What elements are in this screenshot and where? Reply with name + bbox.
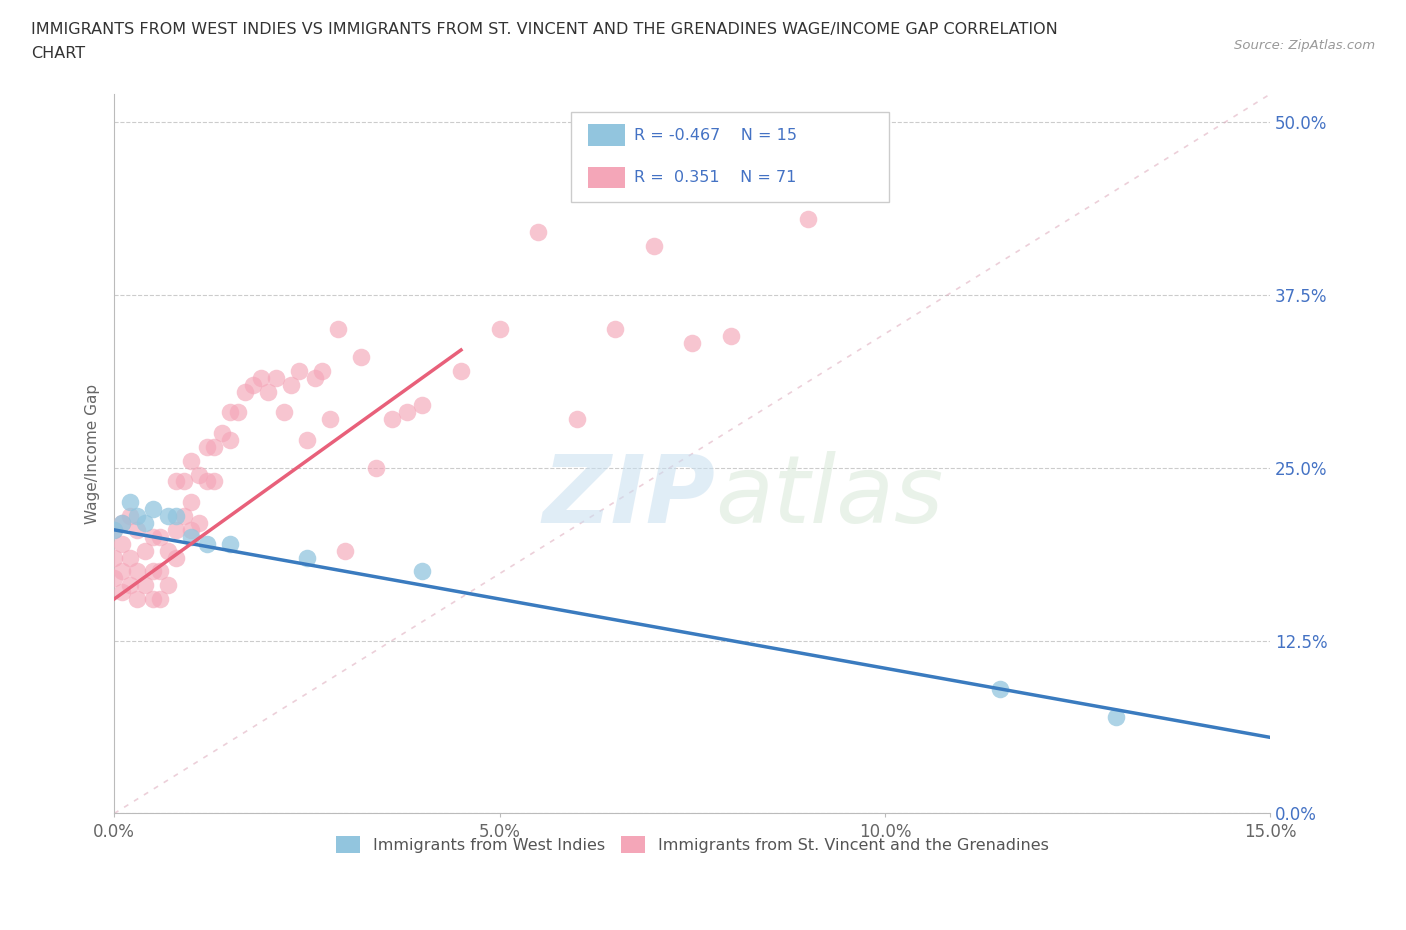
Point [142, 591, 165, 606]
Point [218, 537, 240, 551]
Text: IMMIGRANTS FROM WEST INDIES VS IMMIGRANTS FROM ST. VINCENT AND THE GRENADINES WA: IMMIGRANTS FROM WEST INDIES VS IMMIGRANT… [31, 22, 1057, 37]
Point [118, 550, 141, 565]
Point [990, 682, 1012, 697]
Point [319, 412, 342, 427]
Point [134, 515, 156, 530]
Point [165, 509, 187, 524]
Point [249, 370, 271, 385]
Point [758, 156, 780, 171]
Point [681, 336, 703, 351]
Point [142, 529, 165, 544]
Bar [588, 166, 626, 188]
Point [103, 523, 125, 538]
Point [488, 322, 510, 337]
FancyBboxPatch shape [571, 112, 889, 202]
Point [233, 384, 256, 399]
Point [103, 523, 125, 538]
Text: atlas: atlas [716, 451, 943, 542]
Point [180, 529, 202, 544]
Point [264, 370, 287, 385]
Point [280, 378, 302, 392]
Point [366, 460, 388, 475]
Point [111, 515, 134, 530]
Point [173, 474, 195, 489]
Point [188, 467, 211, 482]
Y-axis label: Wage/Income Gap: Wage/Income Gap [86, 384, 100, 524]
Point [149, 564, 172, 578]
Legend: Immigrants from West Indies, Immigrants from St. Vincent and the Grenadines: Immigrants from West Indies, Immigrants … [329, 830, 1054, 859]
Point [127, 591, 149, 606]
Text: Source: ZipAtlas.com: Source: ZipAtlas.com [1234, 39, 1375, 52]
Point [134, 578, 156, 592]
Point [257, 384, 280, 399]
Point [142, 564, 165, 578]
Point [326, 322, 349, 337]
Point [565, 412, 588, 427]
Point [157, 578, 180, 592]
Point [180, 453, 202, 468]
Point [202, 474, 225, 489]
Point [381, 412, 404, 427]
Point [211, 426, 233, 441]
Point [165, 550, 187, 565]
Point [111, 515, 134, 530]
Point [797, 211, 820, 226]
Point [127, 509, 149, 524]
Point [288, 364, 311, 379]
Point [118, 578, 141, 592]
Point [157, 509, 180, 524]
Point [295, 432, 318, 447]
Point [273, 405, 295, 419]
Point [111, 537, 134, 551]
Point [311, 364, 333, 379]
Point [218, 432, 240, 447]
Point [118, 509, 141, 524]
Point [643, 239, 665, 254]
Point [226, 405, 249, 419]
Point [835, 169, 858, 184]
Point [218, 405, 240, 419]
Point [411, 398, 433, 413]
Point [450, 364, 472, 379]
Point [195, 474, 218, 489]
Point [111, 564, 134, 578]
Point [605, 322, 627, 337]
Point [202, 439, 225, 454]
Point [103, 550, 125, 565]
Point [118, 495, 141, 510]
Text: ZIP: ZIP [543, 451, 716, 543]
Point [165, 474, 187, 489]
Point [173, 509, 195, 524]
Point [149, 529, 172, 544]
Point [242, 378, 264, 392]
Text: R =  0.351    N = 71: R = 0.351 N = 71 [634, 170, 797, 185]
Point [111, 585, 134, 600]
Point [304, 370, 326, 385]
Point [527, 225, 550, 240]
Point [1105, 710, 1128, 724]
Point [157, 543, 180, 558]
Point [295, 550, 318, 565]
Point [335, 543, 357, 558]
Point [127, 564, 149, 578]
Bar [588, 125, 626, 146]
Point [350, 350, 373, 365]
Point [103, 571, 125, 586]
Point [720, 328, 742, 343]
Point [149, 591, 172, 606]
Point [195, 537, 218, 551]
Point [188, 515, 211, 530]
Point [195, 439, 218, 454]
Point [134, 543, 156, 558]
Point [396, 405, 419, 419]
Point [180, 523, 202, 538]
Text: CHART: CHART [31, 46, 84, 60]
Point [165, 523, 187, 538]
Text: R = -0.467    N = 15: R = -0.467 N = 15 [634, 127, 797, 142]
Point [142, 501, 165, 516]
Point [127, 523, 149, 538]
Point [411, 564, 433, 578]
Point [180, 495, 202, 510]
